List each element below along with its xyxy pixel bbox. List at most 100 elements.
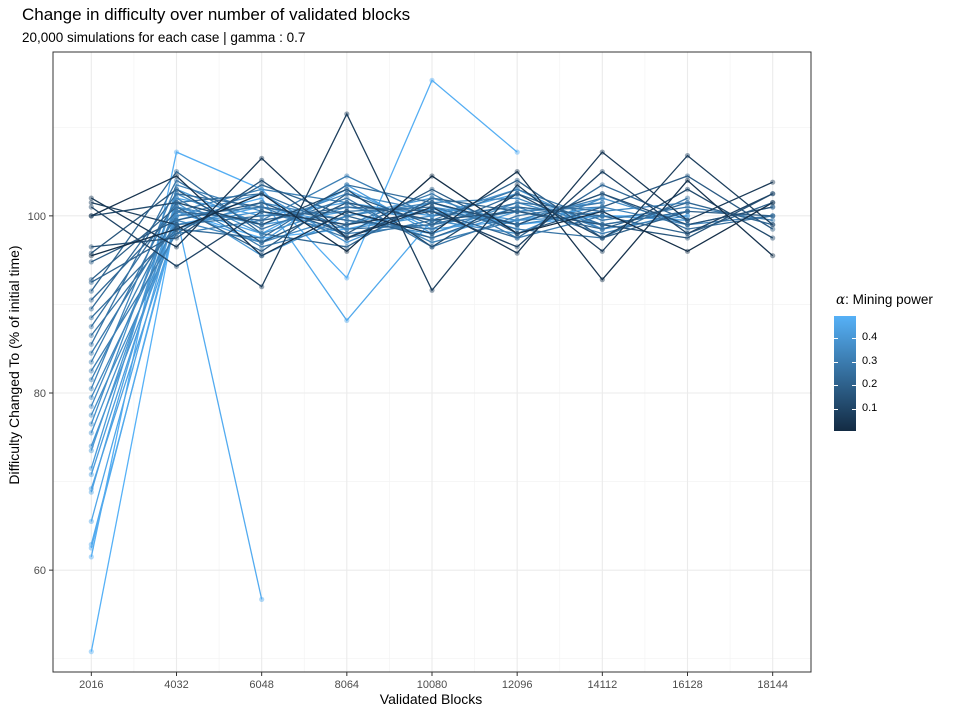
data-point <box>770 235 776 241</box>
data-point <box>88 486 94 492</box>
data-point <box>684 177 691 183</box>
data-point <box>344 200 350 206</box>
data-point <box>344 186 350 192</box>
data-point <box>429 213 435 219</box>
data-point <box>344 226 350 232</box>
data-point <box>344 208 350 214</box>
data-point <box>344 191 350 197</box>
y-tick-label: 60 <box>34 565 46 577</box>
data-point <box>88 200 94 206</box>
data-point <box>684 208 691 214</box>
data-point <box>514 222 520 228</box>
data-point <box>429 231 435 237</box>
data-point <box>259 596 265 603</box>
data-point <box>88 545 94 551</box>
data-point <box>88 244 94 250</box>
data-point <box>88 324 94 330</box>
data-point <box>88 541 94 548</box>
data-point <box>173 263 180 269</box>
data-point <box>88 471 94 478</box>
data-point <box>88 297 94 303</box>
data-point <box>88 649 94 655</box>
data-point <box>429 217 435 223</box>
series-line <box>91 188 774 248</box>
data-point <box>173 226 180 232</box>
data-point <box>259 186 265 192</box>
series-line <box>91 175 774 257</box>
legend-colorbar <box>834 316 856 431</box>
data-point <box>259 191 265 197</box>
data-point <box>88 259 94 265</box>
data-point <box>344 244 350 250</box>
data-point <box>684 222 691 228</box>
data-point <box>344 213 350 219</box>
series-line <box>90 170 773 292</box>
data-point <box>344 231 350 237</box>
data-point <box>259 239 265 245</box>
data-point <box>173 208 180 214</box>
series-line <box>90 179 603 345</box>
data-point <box>173 235 180 241</box>
data-point <box>259 191 265 197</box>
data-point <box>173 191 180 197</box>
data-point <box>514 186 520 192</box>
data-point <box>429 208 435 214</box>
data-point <box>344 235 350 241</box>
data-point <box>514 208 520 214</box>
data-point <box>173 204 180 210</box>
data-point <box>173 222 180 228</box>
data-point <box>173 195 180 201</box>
data-point <box>429 195 435 201</box>
data-point <box>344 222 350 228</box>
data-point <box>259 204 265 210</box>
data-point <box>514 217 520 223</box>
data-point <box>344 217 350 223</box>
data-point <box>684 200 691 206</box>
data-point <box>599 200 605 206</box>
legend-label: 0.4 <box>862 330 878 343</box>
data-point <box>344 204 350 210</box>
data-point <box>259 200 265 206</box>
data-point <box>514 213 520 219</box>
legend-tick <box>834 361 838 363</box>
x-tick-label: 16128 <box>672 679 703 691</box>
data-point <box>259 177 265 183</box>
x-tick-label: 12096 <box>502 679 533 691</box>
data-point <box>344 248 350 254</box>
data-point <box>259 253 265 259</box>
data-point <box>429 191 435 197</box>
data-point <box>514 217 520 223</box>
data-point <box>88 350 94 356</box>
data-point <box>88 195 94 201</box>
data-point <box>770 191 776 197</box>
data-point <box>259 244 265 250</box>
data-point <box>770 222 776 228</box>
data-point <box>770 200 776 206</box>
data-point <box>344 195 350 201</box>
data-point <box>259 155 265 161</box>
data-point <box>259 235 265 241</box>
data-point <box>88 359 94 365</box>
legend-label: 0.2 <box>862 378 878 391</box>
data-point <box>259 208 265 214</box>
data-point <box>684 173 691 179</box>
data-point <box>88 412 94 418</box>
x-tick-label: 6048 <box>249 679 273 691</box>
data-point <box>88 204 94 210</box>
data-point <box>599 222 605 228</box>
data-point <box>514 195 520 201</box>
data-point <box>88 386 94 392</box>
data-point <box>684 217 691 223</box>
data-point <box>344 208 350 214</box>
data-point <box>599 191 605 197</box>
minor-gridlines <box>53 52 811 672</box>
series-line <box>90 208 688 652</box>
data-point <box>429 235 435 241</box>
data-point <box>684 213 691 219</box>
data-point <box>684 226 691 232</box>
data-point <box>259 235 265 241</box>
data-point <box>599 226 605 232</box>
data-point <box>173 191 180 197</box>
data-point <box>770 213 776 219</box>
data-point <box>173 204 180 210</box>
